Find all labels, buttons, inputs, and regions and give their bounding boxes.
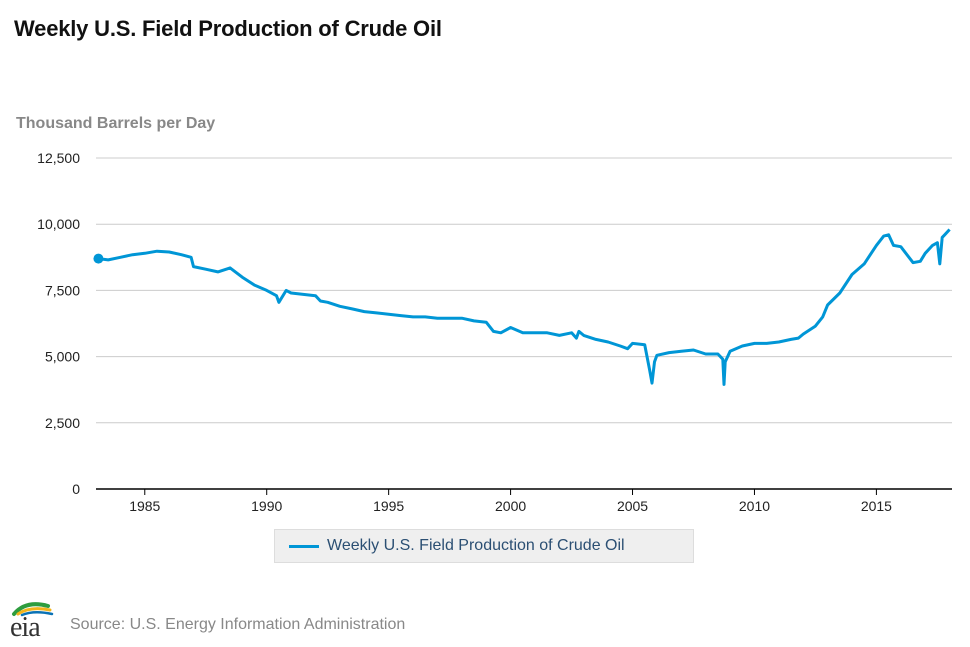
x-tick-label: 1990 (251, 498, 282, 514)
legend-label: Weekly U.S. Field Production of Crude Oi… (327, 537, 625, 554)
gridlines (96, 157, 952, 424)
source-text: Source: U.S. Energy Information Administ… (70, 616, 406, 633)
y-tick-label: 7,500 (45, 282, 80, 298)
legend-swatch (289, 544, 319, 548)
eia-logo: eia (8, 598, 62, 643)
chart-area: Thousand Barrels per Day 0 2,500 5,000 7,50… (16, 115, 952, 514)
eia-logo-text: eia (10, 612, 41, 643)
x-tick-labels: 1985 1990 1995 2000 2005 2010 2015 (129, 489, 892, 514)
y-axis-label: Thousand Barrels per Day (16, 115, 215, 132)
y-tick-label: 0 (72, 481, 80, 497)
legend[interactable]: Weekly U.S. Field Production of Crude Oi… (274, 529, 694, 563)
y-tick-label: 10,000 (37, 216, 80, 232)
eia-logo-arcs-icon (12, 602, 54, 617)
footer: eia (8, 598, 62, 643)
x-tick-label: 1985 (129, 498, 160, 514)
y-tick-label: 2,500 (45, 415, 80, 431)
y-tick-label: 12,500 (37, 150, 80, 166)
chart-title: Weekly U.S. Field Production of Crude Oi… (14, 16, 442, 41)
series-start-point[interactable] (93, 253, 104, 264)
x-tick-label: 2010 (739, 498, 770, 514)
y-tick-label: 5,000 (45, 349, 80, 365)
y-tick-labels: 0 2,500 5,000 7,500 10,000 12,500 (37, 150, 80, 497)
x-tick-label: 2005 (617, 498, 648, 514)
x-tick-label: 2000 (495, 498, 526, 514)
x-tick-label: 2015 (861, 498, 892, 514)
series-line[interactable] (98, 228, 951, 386)
x-tick-label: 1995 (373, 498, 404, 514)
